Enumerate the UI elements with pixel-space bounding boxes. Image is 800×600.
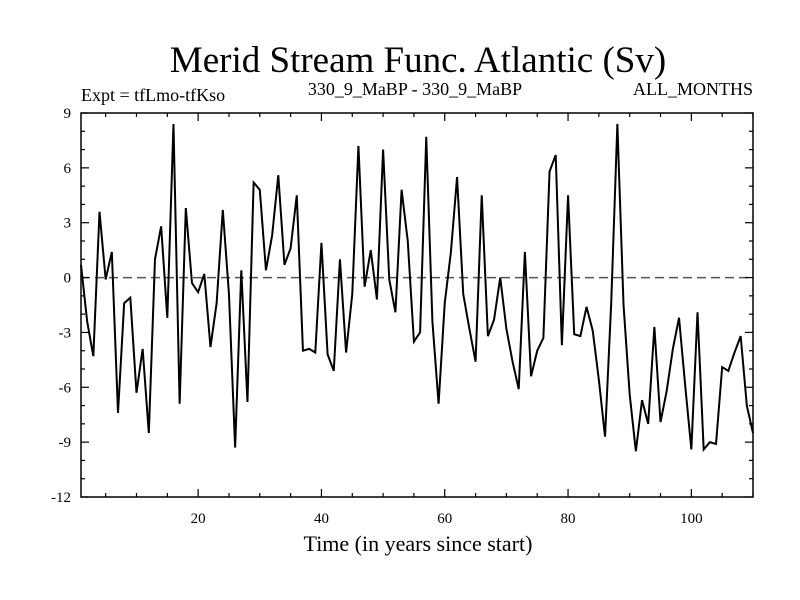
y-tick-label: -12 bbox=[51, 490, 71, 506]
x-tick-label: 80 bbox=[561, 511, 576, 527]
y-tick-label: 9 bbox=[64, 106, 72, 122]
y-tick-label: 6 bbox=[64, 161, 72, 177]
y-tick-label: 0 bbox=[64, 271, 72, 287]
x-axis-label: Time (in years since start) bbox=[304, 531, 533, 556]
chart-title: Merid Stream Func. Atlantic (Sv) bbox=[170, 40, 666, 81]
y-tick-label: 3 bbox=[64, 216, 72, 232]
series-line-0 bbox=[80, 123, 754, 453]
x-tick-label: 60 bbox=[437, 511, 452, 527]
subtitle-left: Expt = tfLmo-tfKso bbox=[81, 85, 225, 105]
x-tick-label: 100 bbox=[680, 511, 703, 527]
y-tick-label: -9 bbox=[59, 435, 72, 451]
y-tick-label: -3 bbox=[59, 325, 72, 341]
plot-area: 9 6 3 0 -3 -6 -9 -12 20 40 60 80 100 bbox=[51, 106, 754, 527]
subtitle-center: 330_9_MaBP - 330_9_MaBP bbox=[308, 79, 522, 99]
y-tick-label: -6 bbox=[59, 380, 72, 396]
x-tick-label: 40 bbox=[314, 511, 329, 527]
plot-frame bbox=[80, 112, 754, 498]
x-tick-label: 20 bbox=[191, 511, 206, 527]
subtitle-right: ALL_MONTHS bbox=[633, 79, 753, 99]
